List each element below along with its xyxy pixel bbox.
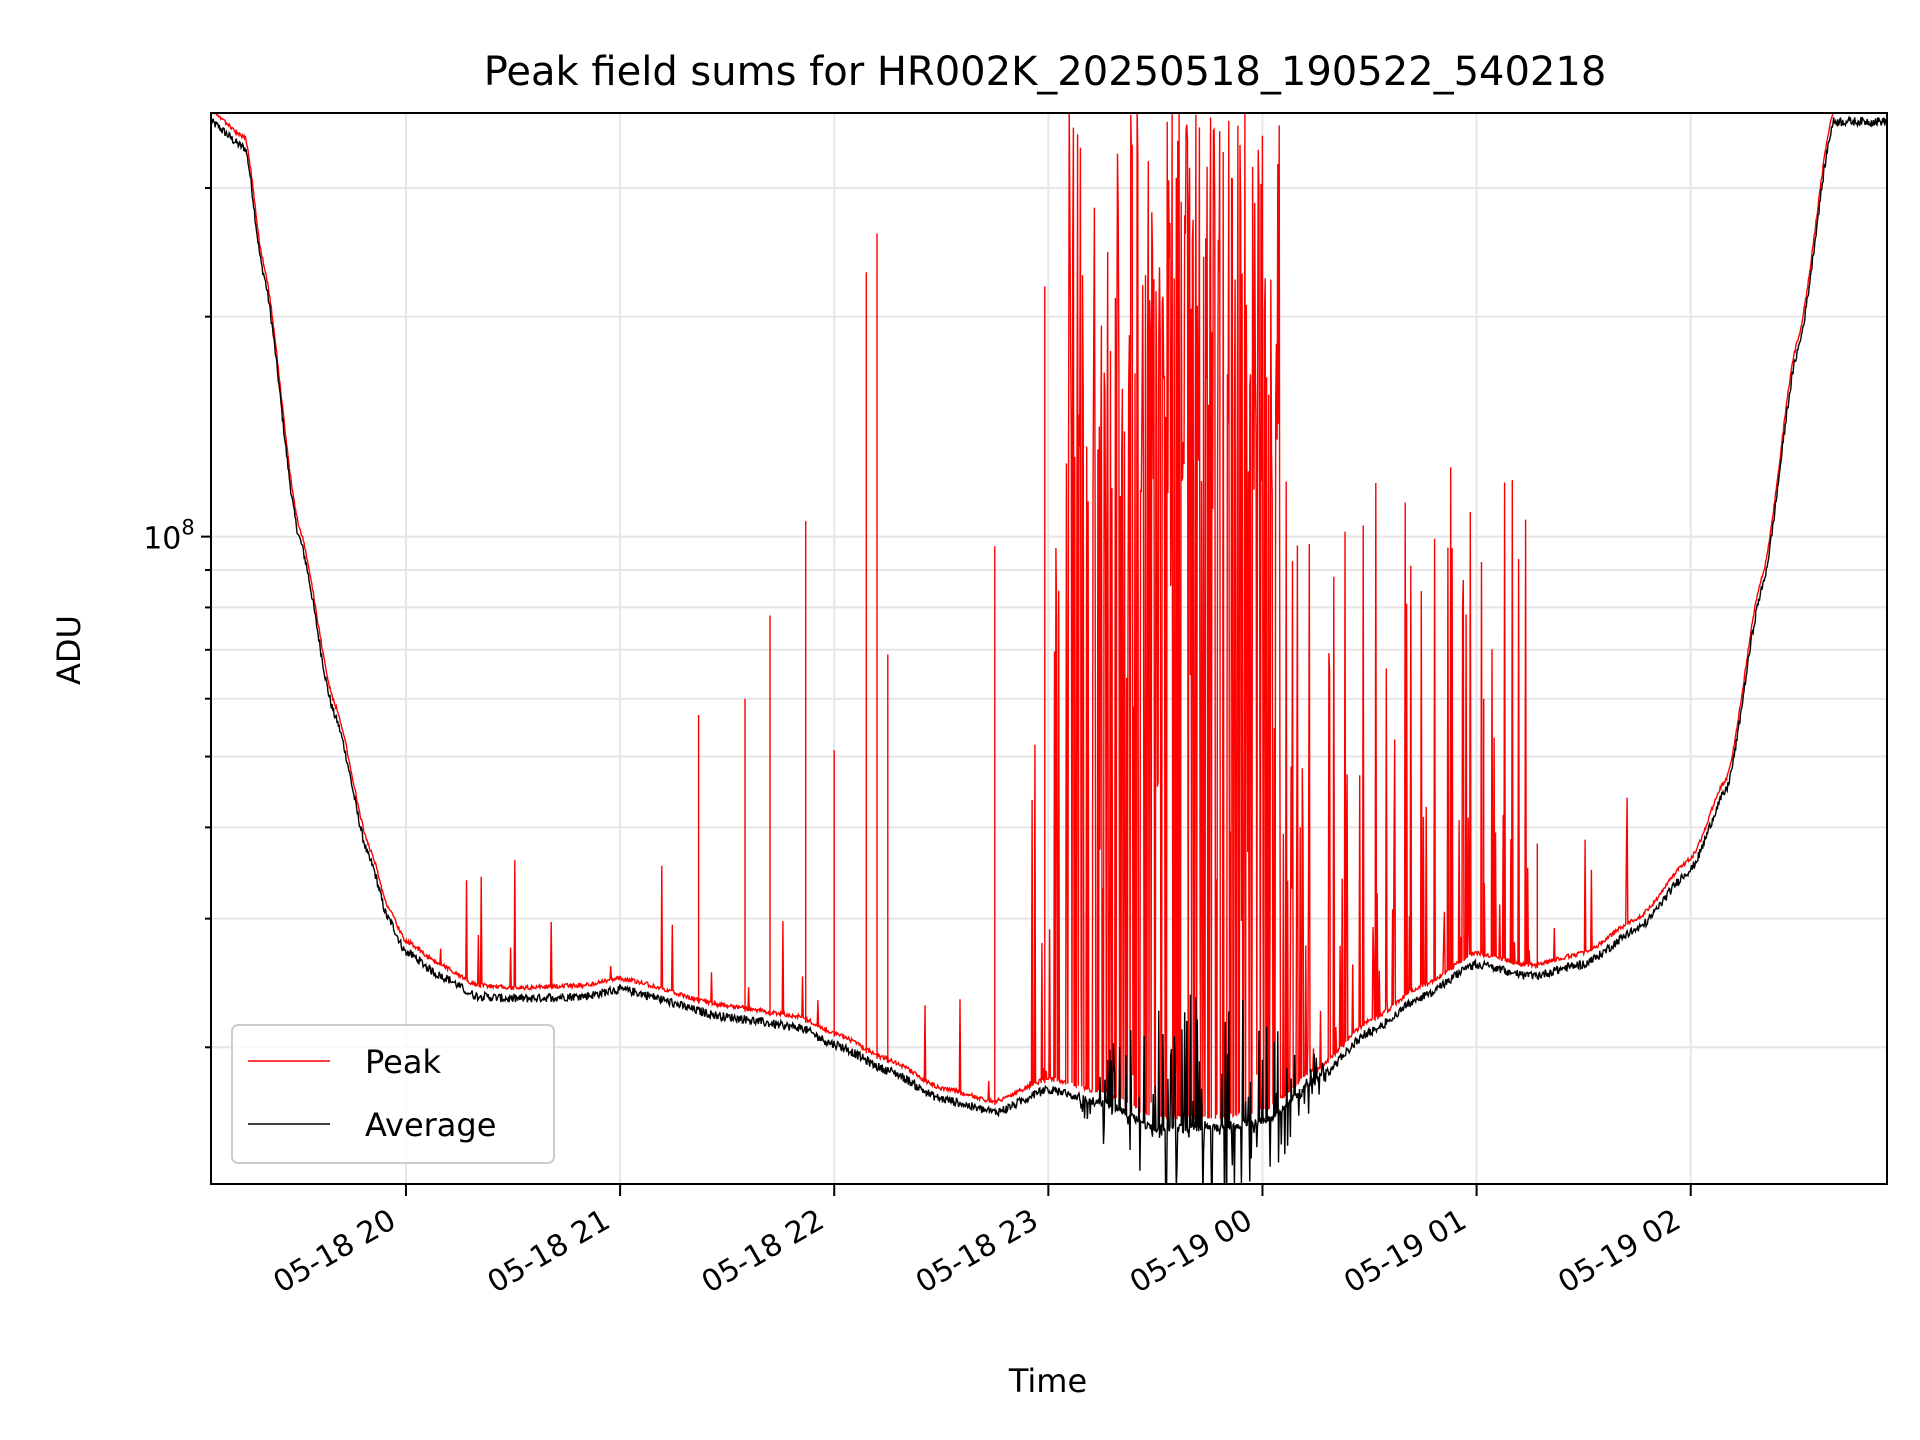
legend-peak-label: Peak xyxy=(365,1043,441,1081)
peak-line xyxy=(211,113,1884,1121)
grid xyxy=(211,113,1887,1184)
x-axis-label: Time xyxy=(1008,1362,1087,1400)
average-line xyxy=(211,114,1887,1184)
legend: Peak Average xyxy=(231,1024,555,1164)
y-axis: 108 xyxy=(143,187,211,1049)
chart-title: Peak field sums for HR002K_20250518_1905… xyxy=(484,49,1607,95)
series-peak-line xyxy=(211,113,1884,1121)
series-average-line xyxy=(211,114,1887,1184)
legend-average-label: Average xyxy=(365,1106,496,1144)
y-tick-label: 108 xyxy=(143,516,195,557)
y-axis-label: ADU xyxy=(50,615,88,685)
